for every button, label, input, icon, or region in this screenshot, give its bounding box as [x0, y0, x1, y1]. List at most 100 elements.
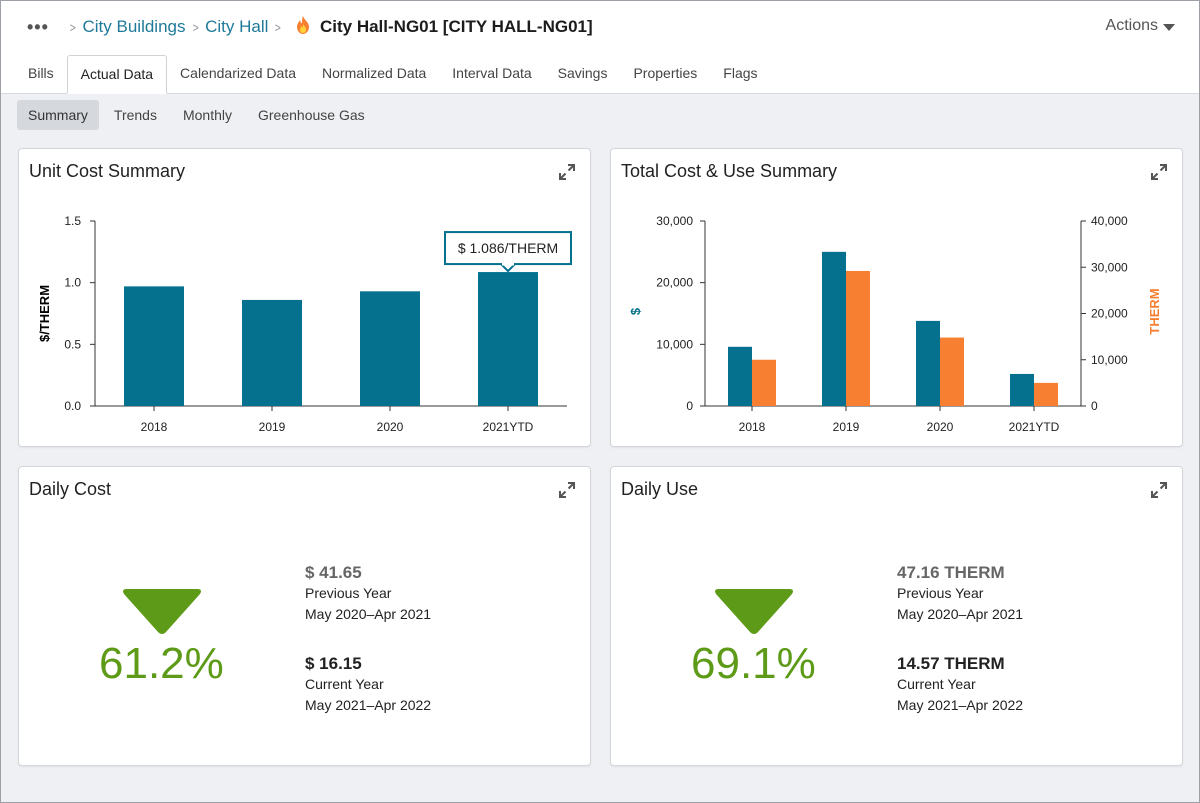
- x-tick-label: 2019: [259, 420, 286, 434]
- current-year-stat: $ 16.15 Current Year May 2021–Apr 2022: [305, 653, 431, 716]
- previous-year-stat: $ 41.65 Previous Year May 2020–Apr 2021: [305, 562, 431, 625]
- current-value: $ 16.15: [305, 654, 362, 673]
- unit-cost-chart: 0.0 0.5 1.0 1.5 2018 2019 2020 2021YTD $ 1.086/T…: [37, 214, 572, 434]
- breadcrumb-city-hall[interactable]: City Hall: [205, 17, 269, 36]
- tab-calendarized-data[interactable]: Calendarized Data: [180, 65, 297, 81]
- y-tick-label-right: 20,000: [1091, 307, 1128, 321]
- bar: [360, 291, 420, 406]
- current-label: Current Year: [897, 676, 976, 692]
- subtab-bar: Summary Trends Monthly Greenhouse Gas: [17, 100, 380, 130]
- y-tick-label: 1.0: [64, 276, 81, 290]
- card-title: Total Cost & Use Summary: [621, 161, 838, 181]
- previous-period: May 2020–Apr 2021: [305, 606, 432, 622]
- more-icon[interactable]: •••: [27, 16, 49, 37]
- current-period: May 2021–Apr 2022: [897, 697, 1024, 713]
- flame-icon: [296, 15, 310, 39]
- bar-cost: [728, 346, 752, 406]
- breadcrumb: ••• > City Buildings > City Hall > City …: [27, 15, 593, 39]
- daily-use-percent: 69.1%: [691, 639, 816, 688]
- tooltip-text: $ 1.086/THERM: [458, 240, 558, 256]
- bar: [478, 272, 538, 406]
- tab-interval-data[interactable]: Interval Data: [452, 65, 532, 81]
- actions-label: Actions: [1105, 17, 1158, 34]
- caret-down-icon: [1163, 23, 1175, 31]
- daily-cost-percent: 61.2%: [99, 639, 224, 688]
- y-tick-label-left: 20,000: [656, 276, 693, 290]
- expand-icon[interactable]: [558, 481, 576, 504]
- bar-therm: [752, 359, 776, 406]
- y-tick-label-left: 30,000: [656, 214, 693, 228]
- previous-value: $ 41.65: [305, 563, 362, 582]
- breadcrumb-city-buildings[interactable]: City Buildings: [82, 17, 186, 36]
- previous-label: Previous Year: [897, 585, 984, 601]
- unit-cost-card: Unit Cost Summary 0.0 0.5 1.0 1.5 2018 2019 20…: [18, 148, 591, 447]
- current-period: May 2021–Apr 2022: [305, 697, 432, 713]
- y-tick-label-right: 0: [1091, 399, 1098, 413]
- tab-flags[interactable]: Flags: [723, 65, 758, 81]
- tooltip-box: [444, 231, 572, 266]
- chevron-right-icon: >: [275, 19, 282, 35]
- total-cost-use-card: Total Cost & Use Summary 0 10,000 20,000 30…: [610, 148, 1183, 447]
- down-arrow-icon: [123, 589, 201, 634]
- y-axis-right-title: THERM: [1147, 288, 1162, 334]
- expand-icon[interactable]: [1150, 163, 1168, 186]
- y-axis-title: $/THERM: [37, 285, 52, 342]
- previous-value: 47.16 THERM: [897, 563, 1005, 582]
- subtab-summary[interactable]: Summary: [17, 100, 99, 130]
- tab-bills[interactable]: Bills: [28, 65, 54, 81]
- current-year-stat: 14.57 THERM Current Year May 2021–Apr 20…: [897, 653, 1023, 716]
- current-label: Current Year: [305, 676, 384, 692]
- down-arrow-icon: [715, 589, 793, 634]
- y-axis-left-title: $: [628, 307, 643, 315]
- card-title: Daily Cost: [29, 479, 112, 499]
- y-tick-label-left: 10,000: [656, 337, 693, 351]
- actions-menu[interactable]: Actions: [1106, 17, 1175, 35]
- daily-use-card: Daily Use 69.1% 47.16 THERM Previous Yea…: [610, 466, 1183, 766]
- bar: [242, 299, 302, 406]
- y-tick-label-right: 40,000: [1091, 214, 1128, 228]
- y-tick-label-right: 10,000: [1091, 353, 1128, 367]
- tab-savings[interactable]: Savings: [557, 65, 608, 81]
- tab-actual-data[interactable]: Actual Data: [66, 55, 168, 94]
- y-tick-label-left: 0: [686, 399, 693, 413]
- chevron-right-icon: >: [69, 19, 76, 35]
- card-title: Daily Use: [621, 479, 699, 499]
- x-tick-label: 2021YTD: [1009, 420, 1060, 434]
- bar: [124, 286, 184, 406]
- chevron-right-icon: >: [192, 19, 199, 35]
- previous-year-stat: 47.16 THERM Previous Year May 2020–Apr 2…: [897, 562, 1023, 625]
- tooltip-pointer: [500, 263, 516, 273]
- x-tick-label: 2019: [833, 420, 860, 434]
- card-title: Unit Cost Summary: [29, 161, 186, 181]
- tab-bar: Bills Actual Data Calendarized Data Norm…: [15, 55, 771, 94]
- page-title: City Hall-NG01 [CITY HALL-NG01]: [319, 17, 593, 36]
- x-tick-label: 2018: [141, 420, 168, 434]
- previous-label: Previous Year: [305, 585, 392, 601]
- bar-therm: [1034, 382, 1058, 406]
- expand-icon[interactable]: [558, 163, 576, 186]
- bar-therm: [940, 337, 964, 406]
- previous-period: May 2020–Apr 2021: [897, 606, 1024, 622]
- top-bar: ••• > City Buildings > City Hall > City …: [1, 1, 1199, 94]
- bar-therm: [846, 270, 870, 406]
- subtab-monthly[interactable]: Monthly: [182, 107, 232, 123]
- bar-cost: [1010, 373, 1034, 406]
- x-tick-label: 2020: [377, 420, 404, 434]
- expand-icon[interactable]: [1150, 481, 1168, 504]
- total-cost-use-chart: 0 10,000 20,000 30,000 0 10,000 20,000 30,000 40…: [628, 214, 1162, 434]
- x-tick-label: 2018: [739, 420, 766, 434]
- current-value: 14.57 THERM: [897, 654, 1005, 673]
- tab-properties[interactable]: Properties: [633, 65, 698, 81]
- x-tick-label: 2021YTD: [483, 420, 534, 434]
- bar-cost: [822, 251, 846, 406]
- y-tick-label: 0.0: [64, 399, 81, 413]
- y-tick-label: 0.5: [64, 337, 81, 351]
- y-tick-label-right: 30,000: [1091, 260, 1128, 274]
- subtab-trends[interactable]: Trends: [113, 107, 157, 123]
- tab-normalized-data[interactable]: Normalized Data: [322, 65, 427, 81]
- subtab-greenhouse-gas[interactable]: Greenhouse Gas: [258, 107, 365, 123]
- bar-cost: [916, 320, 940, 406]
- daily-cost-card: Daily Cost 61.2% $ 41.65 Previous Year M…: [18, 466, 591, 766]
- x-tick-label: 2020: [927, 420, 954, 434]
- y-tick-label: 1.5: [64, 214, 81, 228]
